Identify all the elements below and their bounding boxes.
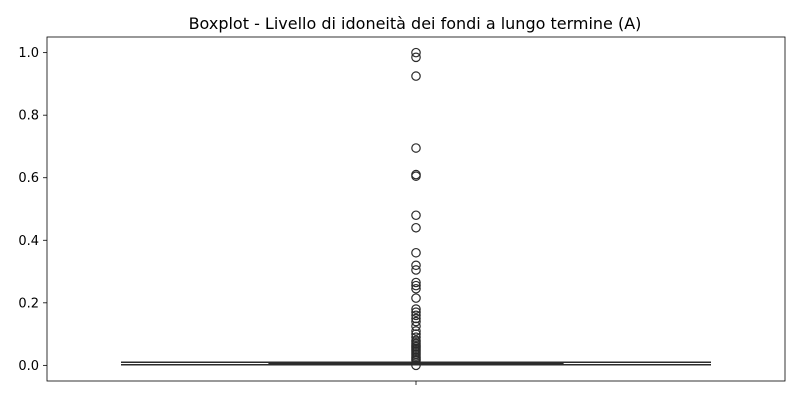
outlier-point	[411, 360, 421, 371]
outlier-points	[411, 47, 421, 371]
y-tick-label: 1.0	[18, 46, 39, 61]
y-axis: 0.0 0.2 0.4 0.6 0.8 1.0	[18, 46, 47, 374]
outlier-point	[411, 277, 421, 288]
y-tick-label: 0.8	[18, 109, 39, 124]
outlier-point	[411, 265, 421, 275]
outlier-point	[411, 71, 421, 81]
outlier-point	[411, 355, 421, 366]
outlier-point	[411, 307, 421, 317]
outlier-point	[411, 304, 421, 314]
outlier-point	[411, 143, 421, 153]
outlier-point	[411, 47, 421, 58]
outlier-point	[411, 52, 421, 63]
outlier-point	[411, 316, 421, 327]
outlier-point	[411, 326, 421, 336]
outlier-point	[411, 310, 421, 321]
outlier-point	[411, 260, 421, 271]
outlier-point	[411, 247, 421, 258]
outlier-point	[411, 283, 421, 294]
y-tick-label: 0.4	[18, 234, 39, 249]
outlier-point	[411, 171, 421, 181]
outlier-point	[411, 222, 421, 233]
y-tick-label: 0.2	[18, 296, 39, 311]
chart-title: Boxplot - Livello di idoneità dei fondi …	[189, 14, 642, 33]
outlier-point	[411, 210, 421, 221]
y-tick-label: 0.6	[18, 171, 39, 186]
y-tick-label: 0.0	[18, 359, 39, 374]
outlier-point	[411, 280, 421, 291]
outlier-point	[411, 293, 421, 303]
